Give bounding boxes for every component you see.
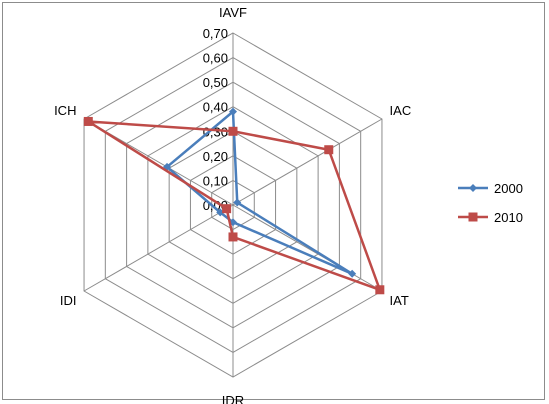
legend: 2000 2010: [458, 181, 523, 225]
series-2010: [83, 116, 385, 295]
legend-item-2010: 2010: [458, 210, 523, 225]
tick-label: 0,30: [203, 124, 228, 139]
legend-marker: [468, 212, 478, 222]
data-point: [83, 116, 93, 126]
data-point: [233, 198, 242, 207]
data-point: [228, 126, 238, 136]
data-point: [348, 269, 357, 278]
legend-label: 2010: [494, 210, 523, 225]
legend-item-2000: 2000: [458, 181, 523, 196]
tick-label: 0,70: [203, 26, 228, 41]
axis-label-idr: IDR: [222, 393, 244, 404]
tick-label: 0,20: [203, 149, 228, 164]
data-series: [83, 107, 385, 295]
legend-label: 2000: [494, 181, 523, 196]
axis-labels: IAVF IAC IAT IDR IDI ICH: [54, 5, 411, 404]
axis-label-idi: IDI: [60, 293, 77, 308]
axis-label-ich: ICH: [54, 103, 76, 118]
tick-label: 0,10: [203, 173, 228, 188]
data-point: [324, 145, 334, 155]
tick-label: 0,50: [203, 75, 228, 90]
radial-tick-labels: 0,000,100,200,300,400,500,600,70: [203, 26, 228, 213]
series-2000: [163, 107, 357, 278]
data-point: [228, 232, 238, 242]
axis-label-iac: IAC: [390, 103, 412, 118]
axis-spoke: [232, 118, 383, 206]
radar-grid: [83, 32, 383, 378]
chart-frame: [2, 2, 545, 400]
tick-label: 0,60: [203, 51, 228, 66]
axis-spoke: [83, 204, 234, 292]
tick-label: 0,40: [203, 100, 228, 115]
data-point: [222, 204, 232, 214]
axis-label-iat: IAT: [390, 293, 409, 308]
legend-marker: [469, 184, 477, 192]
axis-label-iavf: IAVF: [219, 5, 247, 20]
data-point: [229, 107, 237, 116]
axis-spoke: [232, 204, 383, 292]
data-point: [375, 285, 385, 295]
